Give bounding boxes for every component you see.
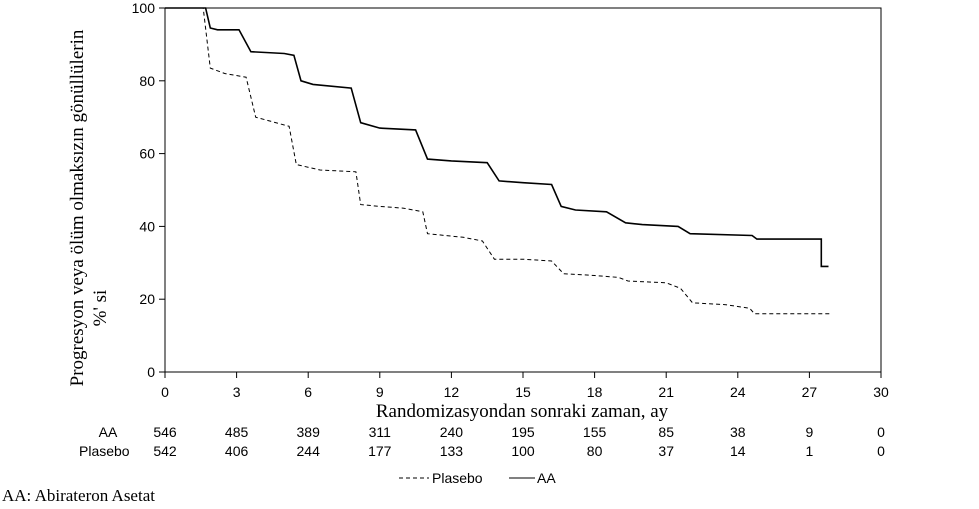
risk-cell-aa-21: 85 (658, 424, 674, 440)
y-tick-label-60: 60 (139, 146, 155, 162)
risk-cell-plasebo-9: 177 (368, 443, 392, 459)
x-tick-label-15: 15 (515, 384, 531, 400)
risk-cell-aa-24: 38 (730, 424, 746, 440)
y-tick-label-20: 20 (139, 291, 155, 307)
x-tick-label-3: 3 (233, 384, 241, 400)
risk-cell-aa-27: 9 (806, 424, 814, 440)
x-tick-label-6: 6 (304, 384, 312, 400)
risk-cell-aa-9: 311 (369, 424, 392, 440)
y-axis-title-line-1: Progresyon veya ölüm olmaksızın gönüllül… (67, 29, 88, 386)
x-tick-label-24: 24 (730, 384, 746, 400)
legend-label-aa: AA (537, 470, 556, 486)
y-tick-label-100: 100 (132, 0, 156, 16)
risk-cell-aa-18: 155 (583, 424, 607, 440)
risk-cell-aa-6: 389 (297, 424, 321, 440)
risk-cell-plasebo-18: 80 (587, 443, 603, 459)
y-tick-label-80: 80 (139, 73, 155, 89)
series-line-plasebo (165, 7, 831, 315)
y-axis-title: Progresyon veya ölüm olmaksızın gönüllül… (67, 29, 111, 386)
x-tick-label-21: 21 (658, 384, 674, 400)
risk-cell-plasebo-15: 100 (511, 443, 535, 459)
legend: Plasebo AA (399, 470, 556, 486)
risk-cell-aa-3: 485 (225, 424, 249, 440)
x-tick-label-12: 12 (444, 384, 460, 400)
risk-cell-plasebo-30: 0 (877, 443, 885, 459)
y-tick-label-0: 0 (147, 364, 155, 380)
axis-ticks: 0 3 6 9 12 15 18 21 24 27 30 0 20 40 60 80 100 (132, 0, 889, 400)
footnote: AA: Abirateron Asetat (2, 486, 155, 505)
legend-label-plasebo: Plasebo (432, 470, 483, 486)
y-tick-label-40: 40 (139, 218, 155, 234)
x-tick-label-30: 30 (873, 384, 889, 400)
y-axis-title-line-2: %' si (90, 290, 111, 327)
risk-cell-plasebo-12: 133 (440, 443, 464, 459)
risk-cell-aa-12: 240 (440, 424, 464, 440)
x-tick-label-18: 18 (587, 384, 603, 400)
x-tick-label-9: 9 (376, 384, 384, 400)
x-tick-label-27: 27 (802, 384, 818, 400)
risk-cell-plasebo-3: 406 (225, 443, 249, 459)
risk-cell-aa-30: 0 (877, 424, 885, 440)
risk-cell-plasebo-27: 1 (806, 443, 814, 459)
risk-cell-plasebo-24: 14 (730, 443, 746, 459)
risk-cell-plasebo-21: 37 (658, 443, 674, 459)
risk-cell-aa-0: 546 (153, 424, 177, 440)
risk-row-label-aa: AA (99, 424, 118, 440)
series-layer (165, 7, 831, 315)
x-axis-title: Randomizasyondan sonraki zaman, ay (376, 401, 669, 422)
x-tick-label-0: 0 (161, 384, 169, 400)
plot-frame (164, 7, 882, 373)
risk-cell-plasebo-0: 542 (153, 443, 177, 459)
risk-row-label-plasebo: Plasebo (79, 443, 130, 459)
risk-cell-aa-15: 195 (511, 424, 535, 440)
series-line-aa (165, 7, 829, 268)
risk-cell-plasebo-6: 244 (297, 443, 321, 459)
